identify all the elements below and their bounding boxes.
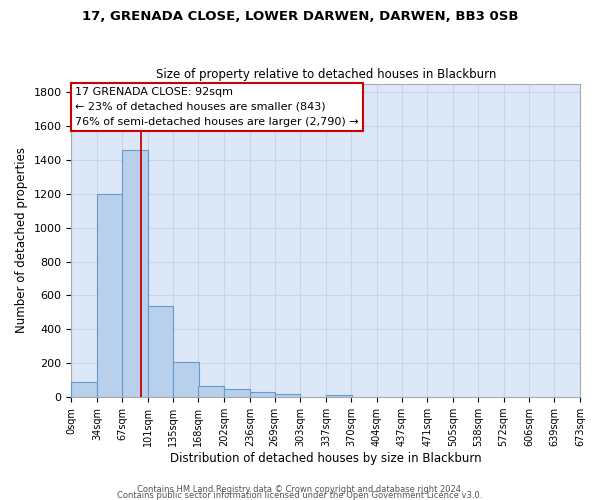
Bar: [71, 382, 97, 397]
Bar: [326, 394, 352, 397]
Text: 17 GRENADA CLOSE: 92sqm
← 23% of detached houses are smaller (843)
76% of semi-d: 17 GRENADA CLOSE: 92sqm ← 23% of detache…: [75, 87, 359, 126]
Bar: [224, 389, 250, 397]
Bar: [122, 150, 148, 397]
Bar: [173, 362, 199, 397]
Text: Contains HM Land Registry data © Crown copyright and database right 2024.: Contains HM Land Registry data © Crown c…: [137, 485, 463, 494]
Bar: [97, 194, 123, 397]
Text: Contains public sector information licensed under the Open Government Licence v3: Contains public sector information licen…: [118, 491, 482, 500]
Y-axis label: Number of detached properties: Number of detached properties: [15, 148, 28, 334]
Title: Size of property relative to detached houses in Blackburn: Size of property relative to detached ho…: [155, 68, 496, 81]
Bar: [250, 392, 275, 397]
Bar: [275, 394, 301, 397]
X-axis label: Distribution of detached houses by size in Blackburn: Distribution of detached houses by size …: [170, 452, 482, 465]
Bar: [199, 386, 224, 397]
Bar: [148, 306, 173, 397]
Text: 17, GRENADA CLOSE, LOWER DARWEN, DARWEN, BB3 0SB: 17, GRENADA CLOSE, LOWER DARWEN, DARWEN,…: [82, 10, 518, 23]
